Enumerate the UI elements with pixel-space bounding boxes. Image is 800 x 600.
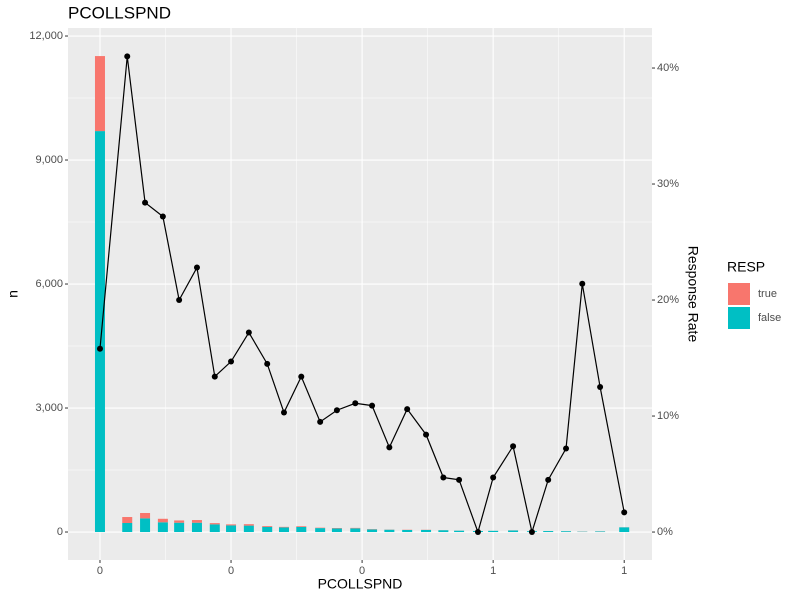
y-tick-label: 0 [57,526,63,538]
point [474,529,481,536]
x-tick-label: 1 [621,565,627,577]
point [510,443,517,450]
point [176,297,183,304]
marks [94,53,630,536]
bar [367,529,378,533]
bar [315,528,326,533]
bar [157,522,168,533]
point [597,384,604,391]
x-tick-label: 0 [359,565,365,577]
point [159,213,166,220]
point [211,373,218,380]
bar [140,518,151,533]
bar [94,131,105,533]
bar [262,526,273,527]
legend-swatch [728,283,750,305]
y-tick-label: 9,000 [35,154,63,166]
bar [402,529,413,533]
x-tick-label: 1 [490,565,496,577]
point [280,409,287,416]
y2-tick-label: 10% [657,410,679,422]
bar [243,525,254,533]
legend-title: RESP [727,259,765,275]
point [386,444,393,451]
bar [140,513,151,519]
bar [209,523,220,525]
point [545,476,552,483]
bar [122,517,133,524]
point [228,358,235,365]
point [193,264,200,271]
point [264,360,271,367]
point [142,199,149,206]
point [404,406,411,413]
x-axis-label: PCOLLSPND [318,576,403,592]
chart-title: PCOLLSPND [68,3,171,22]
point [423,431,430,438]
bar [296,526,307,527]
point [579,280,586,287]
bar [296,526,307,533]
bar [543,531,554,533]
point [124,53,131,60]
bar [619,527,630,533]
bar [561,531,572,533]
bar [94,56,105,132]
bar [278,527,289,533]
point [298,373,305,380]
y-tick-label: 12,000 [29,30,63,42]
grid [68,28,652,560]
bar [191,522,202,533]
point [352,400,359,407]
y-axis-label: n [5,290,21,298]
bar [438,530,449,533]
bar [421,529,432,533]
bar [508,530,519,533]
y2-axis-label: Response Rate [685,246,701,343]
bar [209,524,220,533]
y-tick-label: 3,000 [35,402,63,414]
point [96,345,103,352]
bar [226,524,237,526]
bar [595,531,606,533]
bar [174,520,185,523]
point [528,529,535,536]
bar [331,528,342,533]
line [99,56,625,535]
point [440,474,447,481]
bar [157,518,168,523]
bar [122,523,133,533]
y2-tick-label: 20% [657,294,679,306]
legend-label: true [758,288,777,300]
bar [243,524,254,526]
y-tick-label: 6,000 [35,278,63,290]
y2-tick-label: 40% [657,62,679,74]
y2-tick-label: 30% [657,178,679,190]
bar [454,530,465,533]
x-tick-label: 0 [97,565,103,577]
legend-label: false [758,312,781,324]
point [563,445,570,452]
legend-swatch [728,307,750,329]
panel [68,28,652,560]
y2-tick-label: 0% [657,526,673,538]
bar [488,530,499,533]
point [245,329,252,336]
bar [191,520,202,523]
bar [262,526,273,533]
bar [384,529,395,533]
bar [174,522,185,533]
point [333,407,340,414]
point [317,418,324,425]
bar [278,526,289,528]
point [490,474,497,481]
point [456,476,463,483]
x-tick-label: 0 [228,565,234,577]
point [369,402,376,409]
point [621,509,628,516]
bar [226,525,237,533]
bar [350,528,361,533]
